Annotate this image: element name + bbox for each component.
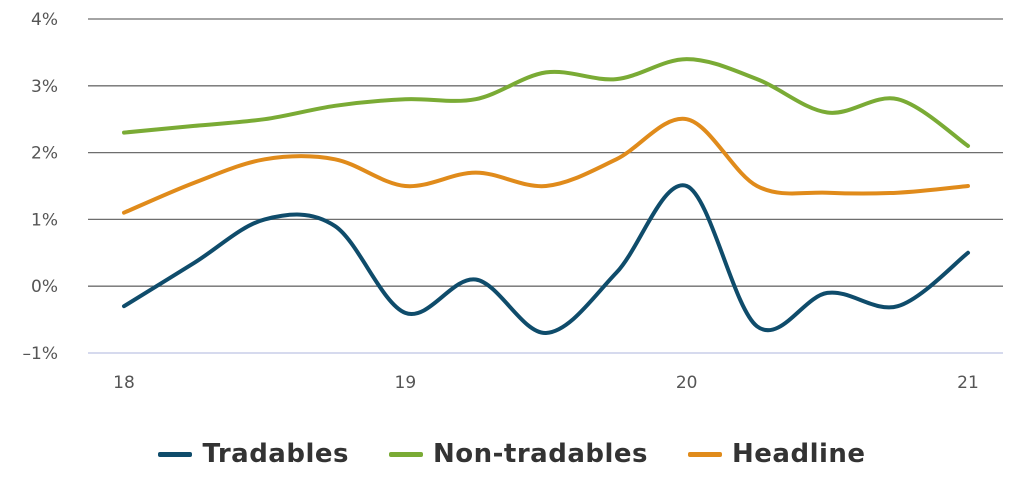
series-line-tradables: [122, 183, 970, 336]
legend-label-tradables: Tradables: [202, 439, 349, 469]
y-tick-label: 1%: [31, 210, 58, 230]
y-tick-label: 2%: [31, 144, 58, 164]
legend-label-non-tradables: Non-tradables: [433, 439, 649, 469]
y-axis-ticks: –1% 0% 1% 2% 3% 4%: [23, 10, 58, 364]
legend-swatch-headline: [688, 451, 723, 457]
legend-item-non-tradables: Non-tradables: [389, 439, 648, 469]
y-tick-label: 0%: [31, 277, 58, 297]
x-tick-label: 20: [676, 373, 698, 393]
y-tick-label: –1%: [23, 344, 58, 364]
legend-item-headline: Headline: [688, 439, 866, 469]
x-tick-label: 19: [395, 373, 417, 393]
series-lines: [122, 57, 970, 336]
series-line-headline: [122, 116, 970, 215]
legend: Tradables Non-tradables Headline: [0, 432, 1024, 476]
legend-swatch-tradables: [158, 451, 193, 457]
grid-lines: [88, 18, 1003, 354]
x-tick-label: 18: [113, 373, 135, 393]
y-tick-label: 3%: [31, 77, 58, 97]
legend-item-tradables: Tradables: [158, 439, 349, 469]
legend-swatch-non-tradables: [389, 451, 423, 457]
legend-label-headline: Headline: [732, 439, 866, 469]
x-axis-ticks: 18 19 20 21: [113, 373, 979, 393]
series-line-non-tradables: [122, 57, 970, 148]
y-tick-label: 4%: [31, 10, 58, 30]
x-tick-label: 21: [957, 373, 979, 393]
line-chart: –1% 0% 1% 2% 3% 4% 18 19 20 21: [23, 10, 1003, 393]
